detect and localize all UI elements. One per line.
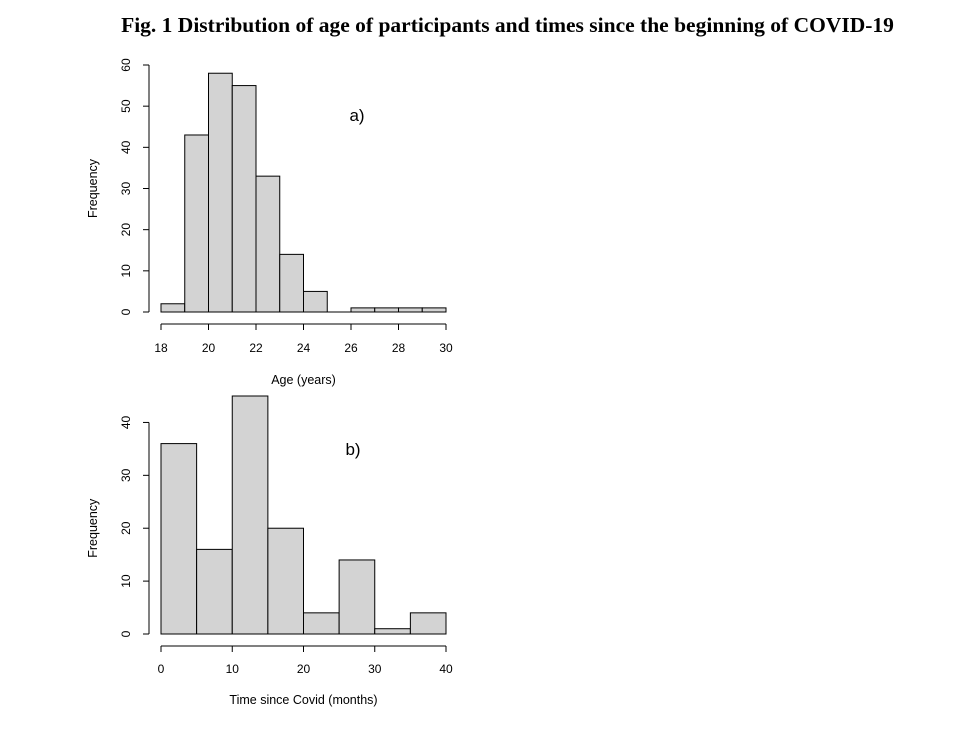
x-tick-label: 18 [154, 341, 168, 355]
y-axis-title: Frequency [86, 158, 100, 218]
y-tick-label: 50 [119, 99, 133, 113]
x-tick-label: 22 [249, 341, 263, 355]
histogram-bar [350, 307, 376, 313]
y-tick-label: 20 [119, 521, 133, 535]
x-tick-label: 30 [439, 341, 453, 355]
histogram-bar [184, 134, 209, 313]
y-tick-label: 40 [119, 140, 133, 154]
y-tick-label: 30 [119, 468, 133, 482]
x-tick-label: 26 [344, 341, 358, 355]
figure-title: Fig. 1 Distribution of age of participan… [121, 13, 894, 37]
histogram-bar [409, 612, 447, 635]
histogram-bar [208, 72, 233, 313]
y-tick-label: 10 [119, 574, 133, 588]
histogram-bar [231, 85, 257, 313]
y-tick-label: 20 [119, 223, 133, 237]
x-tick-label: 0 [158, 662, 165, 676]
covid-time-histogram: 0 10 20 30 40 0 10 20 30 40 Time since Covid (mont… [86, 395, 453, 707]
panel-label: b) [345, 440, 360, 459]
histogram-bar [279, 253, 304, 313]
x-tick-label: 24 [297, 341, 311, 355]
histogram-bar [231, 395, 269, 635]
histogram-bar [303, 612, 340, 635]
x-tick-label: 10 [226, 662, 240, 676]
x-axis-title: Time since Covid (months) [229, 693, 377, 707]
histogram-bar [267, 527, 304, 635]
y-tick-label: 10 [119, 264, 133, 278]
x-tick-label: 20 [297, 662, 311, 676]
y-tick-label: 0 [119, 308, 133, 315]
histogram-bar [421, 307, 447, 313]
x-tick-label: 20 [202, 341, 216, 355]
histogram-bar [374, 628, 411, 635]
histogram-bar [196, 548, 233, 635]
y-tick-label: 40 [119, 415, 133, 429]
histogram-bar [160, 443, 198, 635]
histogram-bar [303, 290, 328, 313]
y-tick-label: 0 [119, 630, 133, 637]
histogram-bar [160, 303, 186, 313]
y-axis-title: Frequency [86, 498, 100, 558]
x-tick-label: 28 [392, 341, 406, 355]
histogram-bar [374, 307, 399, 313]
age-histogram: 0 10 20 30 40 50 60 18 20 22 24 26 28 30 Age (years) Fr… [86, 58, 453, 387]
panel-label: a) [349, 106, 364, 125]
x-tick-label: 40 [439, 662, 453, 676]
histogram-bar [255, 175, 281, 313]
x-tick-label: 30 [368, 662, 382, 676]
y-tick-label: 30 [119, 182, 133, 196]
x-axis-title: Age (years) [271, 373, 336, 387]
histogram-bar [398, 307, 423, 313]
histogram-bar [338, 559, 376, 635]
y-tick-label: 60 [119, 58, 133, 72]
